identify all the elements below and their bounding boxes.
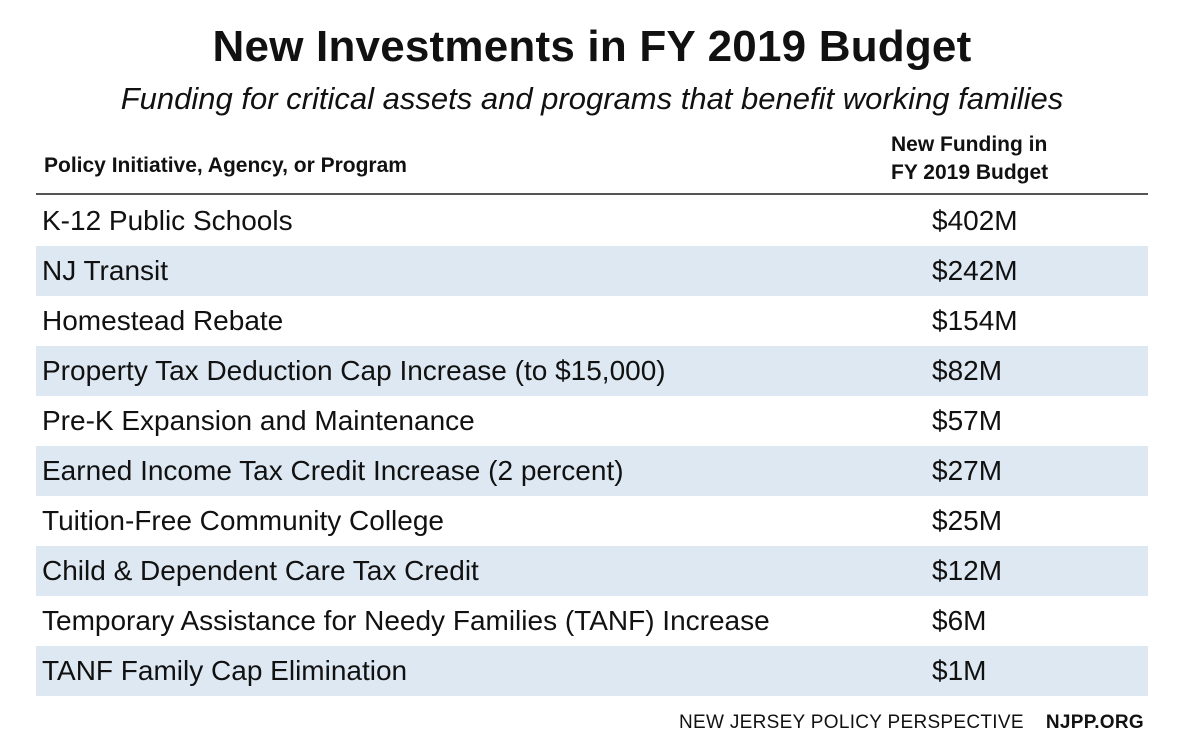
table-row: TANF Family Cap Elimination $1M	[36, 646, 1148, 696]
footer-org: NEW JERSEY POLICY PERSPECTIVE	[679, 712, 1024, 733]
column-header-funding-line1: New Funding in	[891, 133, 1048, 156]
column-header-funding: New Funding in FY 2019 Budget	[891, 131, 1091, 187]
page-title: New Investments in FY 2019 Budget	[212, 22, 972, 71]
table-row: Property Tax Deduction Cap Increase (to …	[36, 346, 1148, 396]
column-header-funding-line2: FY 2019 Budget	[891, 161, 1049, 184]
row-label: Child & Dependent Care Tax Credit	[42, 555, 479, 586]
row-value: $12M	[932, 555, 1003, 586]
row-label: Earned Income Tax Credit Increase (2 per…	[42, 455, 624, 486]
table-row: NJ Transit $242M	[36, 246, 1148, 296]
table-row: K-12 Public Schools $402M	[36, 196, 1148, 246]
row-value: $402M	[932, 205, 1018, 236]
header-divider	[36, 193, 1148, 195]
page-subtitle: Funding for critical assets and programs…	[120, 81, 1064, 116]
table-row: Child & Dependent Care Tax Credit $12M	[36, 546, 1148, 596]
table-row: Homestead Rebate $154M	[36, 296, 1148, 346]
table-row: Tuition-Free Community College $25M	[36, 496, 1148, 546]
row-value: $154M	[932, 305, 1018, 336]
row-label: Pre-K Expansion and Maintenance	[42, 405, 475, 436]
row-label: Tuition-Free Community College	[42, 505, 444, 536]
column-header-program: Policy Initiative, Agency, or Program	[44, 154, 407, 177]
footer-credit: NEW JERSEY POLICY PERSPECTIVE NJPP.ORG	[679, 712, 1144, 734]
funding-table: K-12 Public Schools $402M NJ Transit $24…	[36, 196, 1148, 696]
row-value: $27M	[932, 455, 1003, 486]
row-value: $82M	[932, 355, 1003, 386]
row-label: Temporary Assistance for Needy Families …	[42, 605, 770, 636]
row-value: $242M	[932, 255, 1018, 286]
table-row: Pre-K Expansion and Maintenance $57M	[36, 396, 1148, 446]
table-row: Temporary Assistance for Needy Families …	[36, 596, 1148, 646]
row-value: $57M	[932, 405, 1003, 436]
row-value: $25M	[932, 505, 1003, 536]
row-label: TANF Family Cap Elimination	[42, 655, 408, 686]
row-label: Homestead Rebate	[42, 305, 284, 336]
row-value: $6M	[932, 605, 987, 636]
row-value: $1M	[932, 655, 987, 686]
row-label: NJ Transit	[42, 255, 169, 286]
footer-site: NJPP.ORG	[1045, 712, 1144, 733]
table-row: Earned Income Tax Credit Increase (2 per…	[36, 446, 1148, 496]
row-label: K-12 Public Schools	[42, 205, 293, 236]
row-label: Property Tax Deduction Cap Increase (to …	[42, 355, 666, 386]
